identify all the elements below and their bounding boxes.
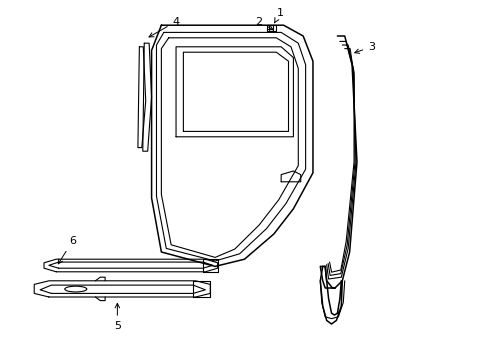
Text: 5: 5 <box>114 303 121 331</box>
Text: 1: 1 <box>274 8 283 23</box>
Text: 2: 2 <box>255 17 272 30</box>
Text: 3: 3 <box>354 42 374 53</box>
Text: 6: 6 <box>58 236 76 264</box>
Text: 4: 4 <box>149 17 179 37</box>
